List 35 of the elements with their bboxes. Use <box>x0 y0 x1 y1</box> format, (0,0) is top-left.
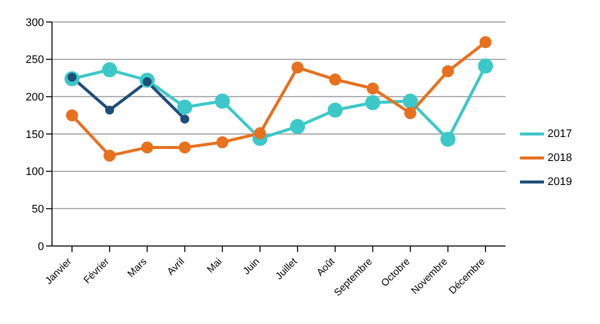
point <box>177 100 192 115</box>
x-tick-label: Mai <box>205 256 224 276</box>
point <box>365 95 380 110</box>
y-tick-label: 250 <box>26 54 44 66</box>
legend-label: 2017 <box>548 128 572 140</box>
point <box>329 73 342 86</box>
point <box>102 62 118 78</box>
point <box>328 102 343 118</box>
point <box>214 94 230 109</box>
point <box>478 58 494 74</box>
y-tick-label: 150 <box>26 128 44 141</box>
point <box>404 107 416 120</box>
point <box>180 114 190 124</box>
point <box>66 109 78 122</box>
y-tick-label: 100 <box>26 166 44 178</box>
y-tick-label: 0 <box>38 240 44 253</box>
y-tick-label: 300 <box>26 16 44 29</box>
point <box>141 141 154 154</box>
point <box>480 36 492 48</box>
point <box>254 127 266 140</box>
point <box>366 82 379 94</box>
point <box>292 62 304 74</box>
x-tick-label: Juin <box>241 256 262 278</box>
point <box>216 136 228 148</box>
point <box>440 132 456 147</box>
y-tick-label: 200 <box>26 92 44 104</box>
point <box>105 106 114 115</box>
point <box>442 65 454 78</box>
point <box>178 141 191 154</box>
point <box>104 150 116 162</box>
point <box>402 94 418 109</box>
y-tick-label: 50 <box>32 204 44 216</box>
legend-label: 2019 <box>548 176 572 188</box>
point <box>290 119 306 134</box>
legend-label: 2018 <box>548 152 572 164</box>
